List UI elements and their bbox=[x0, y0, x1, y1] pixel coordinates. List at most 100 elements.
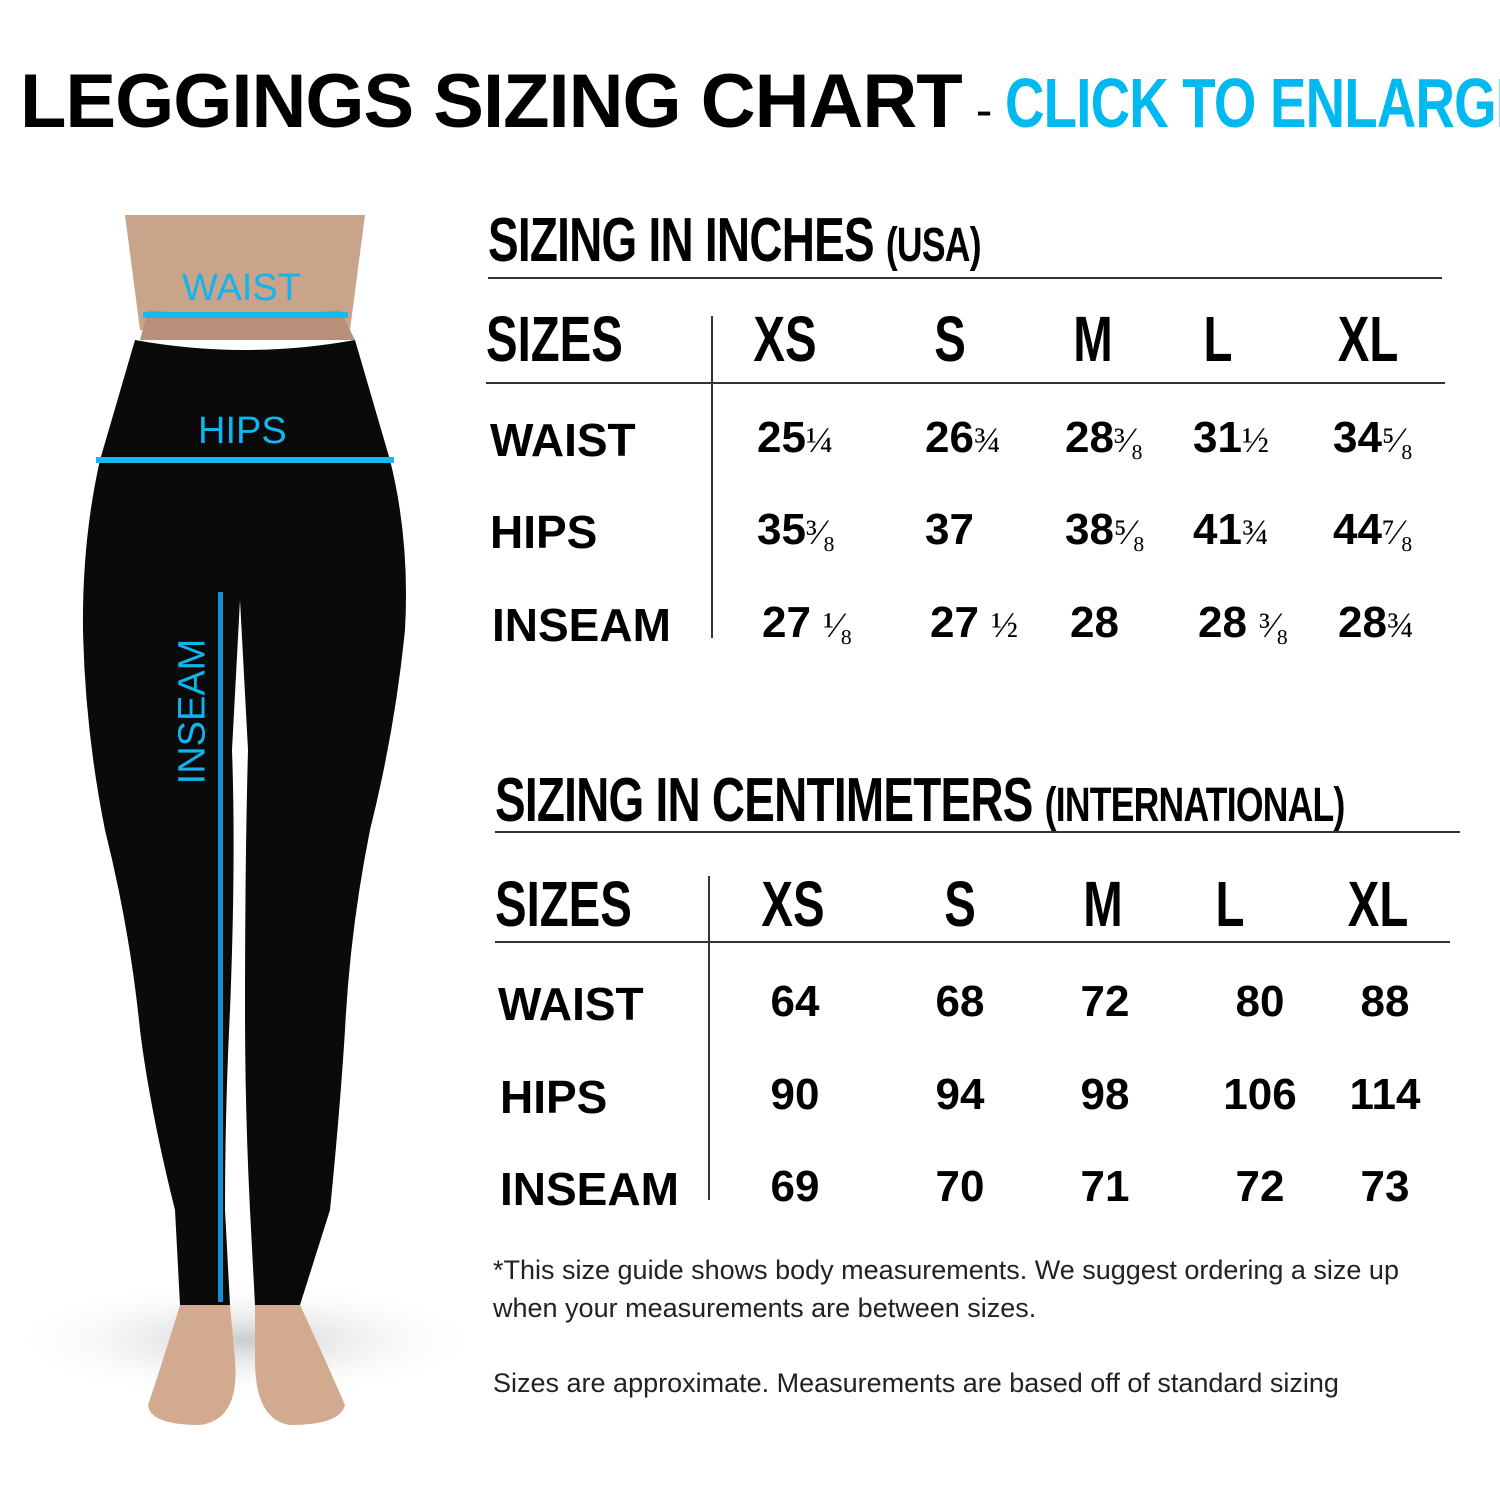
waist-label: WAIST bbox=[182, 267, 301, 309]
inches-subtitle: (USA) bbox=[885, 219, 982, 272]
whole-number: 34 bbox=[1333, 413, 1382, 462]
fraction: ⁵⁄₈ bbox=[1381, 420, 1414, 460]
leggings bbox=[82, 340, 407, 1305]
whole-number: 35 bbox=[757, 505, 806, 554]
whole-number: 44 bbox=[1333, 505, 1382, 554]
table-cell: 34⁵⁄₈ bbox=[1333, 413, 1413, 463]
table-cell: 27 ¹⁄₈ bbox=[762, 598, 853, 648]
waist-line bbox=[143, 312, 348, 318]
title-separator: - bbox=[975, 82, 993, 138]
table-cell: 38⁵⁄₈ bbox=[1065, 505, 1145, 555]
table-cell: 98 bbox=[1080, 1070, 1130, 1119]
size-column-header: XL bbox=[1347, 868, 1409, 940]
row-label: HIPS bbox=[500, 1071, 608, 1123]
size-column-header: XS bbox=[761, 868, 825, 940]
fraction: ³⁄₈ bbox=[805, 512, 836, 552]
divider bbox=[495, 941, 1450, 943]
whole-number: 26 bbox=[925, 413, 974, 462]
whole-number: 25 bbox=[757, 413, 806, 462]
inseam-line bbox=[218, 592, 223, 1302]
fraction: ³⁄₈ bbox=[1259, 605, 1289, 645]
title-text: LEGGINGS SIZING CHART bbox=[20, 59, 963, 144]
size-column-header: XS bbox=[753, 303, 817, 375]
inseam-label: INSEAM bbox=[171, 638, 214, 785]
right-foot bbox=[255, 1305, 345, 1425]
table-cell: 28 bbox=[1070, 598, 1119, 648]
table-cell: 106 bbox=[1223, 1070, 1297, 1119]
table-cell: 26¾ bbox=[925, 413, 1001, 463]
table-cell: 64 bbox=[770, 977, 820, 1026]
torso-skin bbox=[125, 215, 365, 330]
fraction: ¹⁄₈ bbox=[823, 605, 853, 645]
fraction: ¾ bbox=[1386, 605, 1414, 645]
size-column-header: XL bbox=[1337, 303, 1399, 375]
inches-title: SIZING IN INCHES bbox=[488, 206, 875, 275]
table-cell: 94 bbox=[935, 1070, 985, 1119]
table-cell: 114 bbox=[1349, 1070, 1421, 1119]
fraction: ½ bbox=[1241, 420, 1269, 460]
row-label: INSEAM bbox=[492, 599, 671, 651]
table-cell: 70 bbox=[935, 1162, 985, 1211]
click-to-enlarge-link[interactable]: CLICK TO ENLARGE bbox=[1005, 64, 1500, 142]
divider bbox=[495, 831, 1460, 833]
table-cell: 35³⁄₈ bbox=[757, 505, 835, 555]
table-cell: 28¾ bbox=[1338, 598, 1414, 648]
floor-shadow bbox=[5, 1280, 480, 1400]
table-cell: 80 bbox=[1235, 977, 1285, 1026]
size-column-header: S bbox=[934, 303, 966, 375]
row-label: WAIST bbox=[498, 978, 644, 1030]
size-column-header: L bbox=[1203, 303, 1233, 375]
left-foot bbox=[148, 1305, 236, 1425]
table-cell: 28³⁄₈ bbox=[1065, 413, 1143, 463]
cm-title: SIZING IN CENTIMETERS bbox=[495, 766, 1033, 835]
fraction: ⁵⁄₈ bbox=[1113, 512, 1146, 552]
hips-label: HIPS bbox=[198, 410, 287, 452]
table-cell: 44⁷⁄₈ bbox=[1333, 505, 1413, 555]
divider bbox=[711, 316, 713, 638]
table-cell: 31½ bbox=[1193, 413, 1269, 463]
sizes-header: SIZES bbox=[495, 868, 632, 940]
table-cell: 41¾ bbox=[1193, 505, 1269, 555]
sizes-header: SIZES bbox=[486, 303, 623, 375]
whole-number: 27 bbox=[930, 598, 992, 647]
fraction: ¾ bbox=[973, 420, 1001, 460]
table-cell: 25¼ bbox=[757, 413, 833, 463]
divider bbox=[486, 382, 1445, 384]
whole-number: 28 bbox=[1070, 598, 1119, 647]
table-cell: 72 bbox=[1080, 977, 1130, 1026]
row-label: INSEAM bbox=[500, 1163, 679, 1215]
fraction: ⁷⁄₈ bbox=[1381, 512, 1414, 552]
table-cell: 68 bbox=[935, 977, 985, 1026]
inches-section-title: SIZING IN INCHES (USA) bbox=[488, 205, 982, 276]
whole-number: 41 bbox=[1193, 505, 1242, 554]
cm-section-title: SIZING IN CENTIMETERS (INTERNATIONAL) bbox=[495, 765, 1345, 836]
divider bbox=[488, 277, 1442, 279]
note-approximate: Sizes are approximate. Measurements are … bbox=[493, 1368, 1339, 1398]
cm-subtitle: (INTERNATIONAL) bbox=[1044, 779, 1346, 832]
table-cell: 71 bbox=[1080, 1162, 1130, 1211]
size-column-header: M bbox=[1073, 303, 1113, 375]
fraction: ¼ bbox=[805, 420, 833, 460]
whole-number: 31 bbox=[1193, 413, 1242, 462]
row-label: HIPS bbox=[490, 506, 598, 558]
table-cell: 69 bbox=[770, 1162, 820, 1211]
table-cell: 88 bbox=[1360, 977, 1410, 1026]
whole-number: 28 bbox=[1198, 598, 1260, 647]
fraction: ½ bbox=[991, 605, 1019, 645]
table-cell: 37 bbox=[925, 505, 974, 555]
table-cell: 90 bbox=[770, 1070, 820, 1119]
fraction: ¾ bbox=[1241, 512, 1269, 552]
leggings-figure bbox=[5, 215, 480, 1425]
whole-number: 38 bbox=[1065, 505, 1114, 554]
table-cell: 28 ³⁄₈ bbox=[1198, 598, 1289, 648]
note-between-sizes: *This size guide shows body measurements… bbox=[493, 1255, 1399, 1323]
whole-number: 37 bbox=[925, 505, 974, 554]
table-cell: 73 bbox=[1360, 1162, 1410, 1211]
size-column-header: M bbox=[1083, 868, 1123, 940]
hips-line bbox=[96, 457, 394, 463]
page-title: LEGGINGS SIZING CHART - CLICK TO ENLARGE bbox=[20, 58, 1500, 145]
row-label: WAIST bbox=[490, 414, 636, 466]
fraction: ³⁄₈ bbox=[1113, 420, 1144, 460]
whole-number: 27 bbox=[762, 598, 824, 647]
whole-number: 28 bbox=[1338, 598, 1387, 647]
